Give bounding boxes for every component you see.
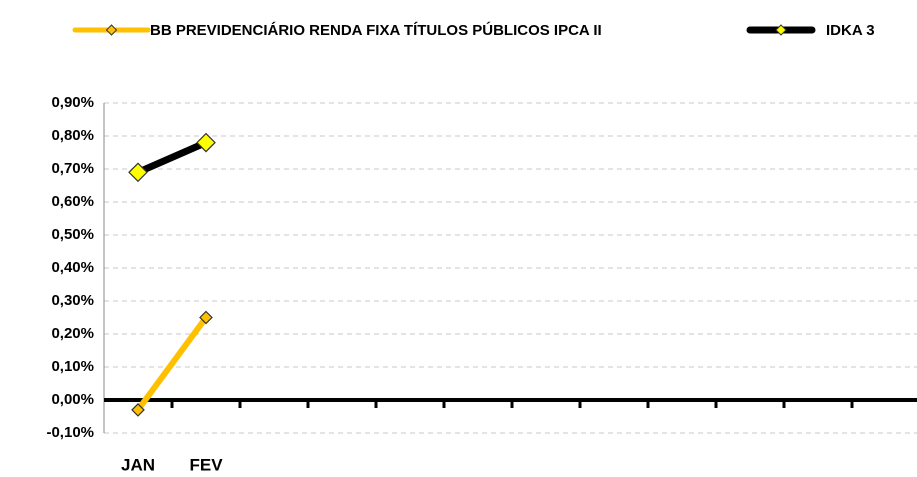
y-tick-label: 0,30%: [51, 292, 94, 309]
legend-marker: [105, 24, 118, 36]
x-tick-label: JAN: [121, 455, 155, 474]
marker: [131, 403, 145, 417]
y-tick-label: 0,80%: [51, 127, 94, 144]
legend-label: IDKA 3: [826, 22, 875, 39]
y-tick-label: 0,70%: [51, 160, 94, 177]
y-tick-label: 0,10%: [51, 358, 94, 375]
y-tick-label: 0,40%: [51, 259, 94, 276]
marker: [196, 132, 216, 153]
y-tick-label: 0,90%: [51, 94, 94, 111]
series-line: [134, 139, 210, 176]
y-tick-label: -0,10%: [46, 424, 94, 441]
y-tick-label: 0,00%: [51, 391, 94, 408]
y-tick-label: 0,50%: [51, 226, 94, 243]
series-line: [135, 314, 209, 413]
legend-marker: [775, 24, 787, 36]
marker: [128, 162, 148, 183]
y-tick-label: 0,20%: [51, 325, 94, 342]
y-tick-label: 0,60%: [51, 193, 94, 210]
legend-label: BB PREVIDENCIÁRIO RENDA FIXA TÍTULOS PÚB…: [150, 21, 602, 39]
marker: [199, 310, 213, 325]
x-tick-label: FEV: [189, 455, 223, 474]
